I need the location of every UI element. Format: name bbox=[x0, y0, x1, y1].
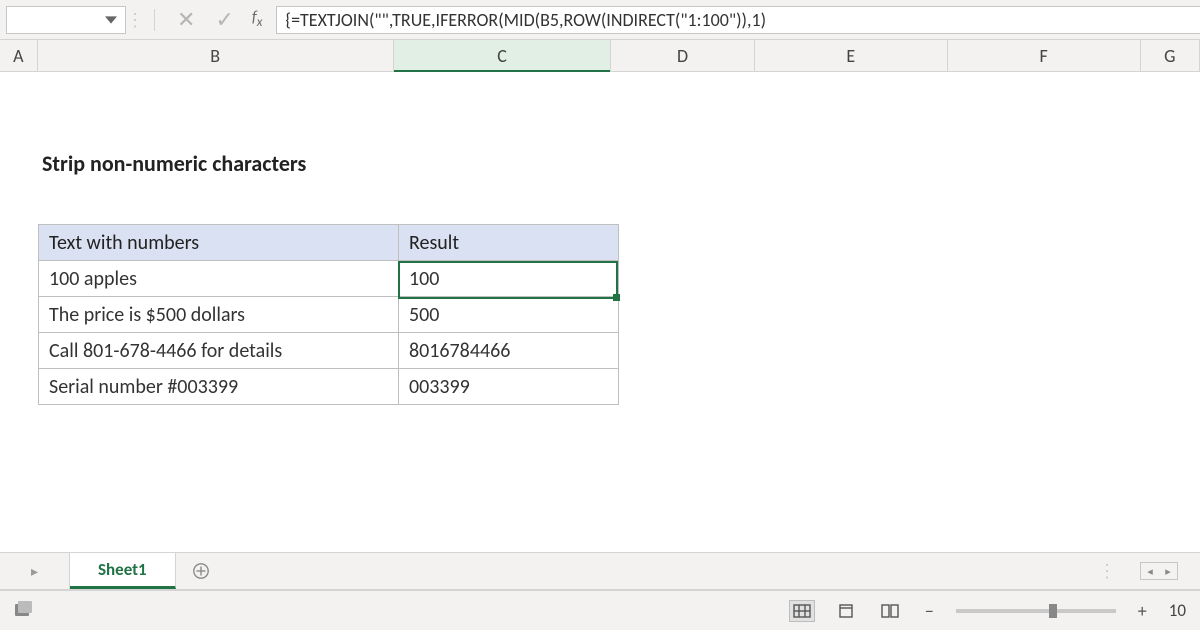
fx-icon[interactable]: fx bbox=[252, 8, 263, 30]
table-header-cell[interactable]: Text with numbers bbox=[39, 225, 399, 261]
table-header-cell[interactable]: Result bbox=[399, 225, 619, 261]
column-header-G[interactable]: G bbox=[1141, 40, 1200, 71]
table-cell[interactable]: Call 801-678-4466 for details bbox=[39, 333, 399, 369]
formula-input[interactable]: {=TEXTJOIN("",TRUE,IFERROR(MID(B5,ROW(IN… bbox=[276, 6, 1200, 34]
sheet-tab-label: Sheet1 bbox=[98, 559, 147, 580]
worksheet-area[interactable]: Strip non-numeric characters Text with n… bbox=[0, 72, 1200, 538]
page-break-icon bbox=[881, 603, 899, 619]
view-page-break-button[interactable] bbox=[877, 600, 903, 622]
table-cell[interactable]: The price is $500 dollars bbox=[39, 297, 399, 333]
zoom-in-button[interactable]: + bbox=[1134, 600, 1151, 622]
table-cell[interactable]: 8016784466 bbox=[399, 333, 619, 369]
table-row: Call 801-678-4466 for details 8016784466 bbox=[39, 333, 619, 369]
zoom-out-button[interactable]: − bbox=[921, 600, 938, 622]
table-header-row: Text with numbers Result bbox=[39, 225, 619, 261]
column-header-D[interactable]: D bbox=[611, 40, 754, 71]
formula-bar: ⋮ ✕ ✓ fx {=TEXTJOIN("",TRUE,IFERROR(MID(… bbox=[0, 0, 1200, 40]
table-cell[interactable]: 100 apples bbox=[39, 261, 399, 297]
grip-icon: ⋮ bbox=[126, 9, 142, 31]
tabs-scroll-area: ⋮ ◂ ▸ bbox=[1098, 553, 1200, 589]
table-row: Serial number #003399 003399 bbox=[39, 369, 619, 405]
data-table: Text with numbers Result 100 apples 100 … bbox=[38, 224, 619, 405]
column-header-A[interactable]: A bbox=[0, 40, 38, 71]
table-cell[interactable]: 100 bbox=[399, 261, 619, 297]
zoom-slider-knob[interactable] bbox=[1049, 604, 1057, 618]
page-title: Strip non-numeric characters bbox=[42, 150, 306, 177]
accept-formula-button[interactable]: ✓ bbox=[215, 9, 233, 31]
column-header-row: A B C D E F G bbox=[0, 40, 1200, 72]
scroll-left-icon[interactable]: ◂ bbox=[1141, 563, 1159, 579]
table-cell[interactable]: 003399 bbox=[399, 369, 619, 405]
view-normal-button[interactable] bbox=[789, 600, 815, 622]
grip-icon: ⋮ bbox=[1098, 560, 1114, 582]
sheet-tab-active[interactable]: Sheet1 bbox=[70, 553, 176, 589]
plus-circle-icon bbox=[192, 562, 210, 580]
view-page-layout-button[interactable] bbox=[833, 600, 859, 622]
table-cell[interactable]: 500 bbox=[399, 297, 619, 333]
grid-icon bbox=[793, 603, 811, 619]
add-sheet-button[interactable] bbox=[176, 553, 226, 589]
table-row: 100 apples 100 bbox=[39, 261, 619, 297]
name-box[interactable] bbox=[6, 6, 126, 34]
page-layout-icon bbox=[837, 603, 855, 619]
zoom-value[interactable]: 10 bbox=[1169, 600, 1186, 621]
chevron-right-icon: ▸ bbox=[31, 563, 38, 580]
zoom-slider[interactable] bbox=[956, 609, 1116, 613]
column-header-E[interactable]: E bbox=[755, 40, 948, 71]
formula-text: {=TEXTJOIN("",TRUE,IFERROR(MID(B5,ROW(IN… bbox=[285, 9, 766, 31]
chevron-down-icon bbox=[105, 14, 117, 26]
separator bbox=[154, 9, 155, 31]
scroll-right-icon[interactable]: ▸ bbox=[1159, 563, 1177, 579]
sheet-tabs-bar: ▸ Sheet1 ⋮ ◂ ▸ bbox=[0, 552, 1200, 590]
column-header-F[interactable]: F bbox=[948, 40, 1141, 71]
column-header-C[interactable]: C bbox=[394, 40, 612, 71]
status-bar: − + 10 bbox=[0, 590, 1200, 630]
macro-record-icon[interactable] bbox=[14, 600, 34, 622]
horizontal-scrollbar[interactable]: ◂ ▸ bbox=[1140, 562, 1178, 580]
table-row: The price is $500 dollars 500 bbox=[39, 297, 619, 333]
table-cell[interactable]: Serial number #003399 bbox=[39, 369, 399, 405]
column-header-B[interactable]: B bbox=[38, 40, 394, 71]
tab-nav-buttons[interactable]: ▸ bbox=[0, 553, 70, 589]
cancel-formula-button[interactable]: ✕ bbox=[177, 9, 195, 31]
